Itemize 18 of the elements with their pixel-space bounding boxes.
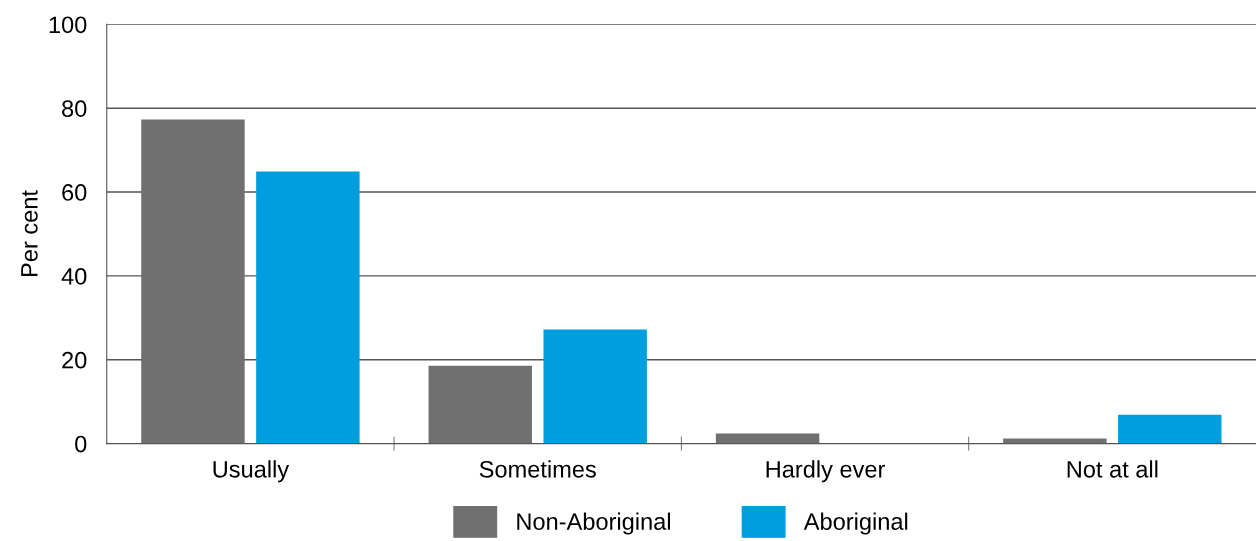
- y-tick-label: 20: [62, 351, 87, 369]
- bar: [141, 119, 245, 444]
- x-tick-label: Usually: [213, 460, 290, 483]
- x-tick-label: Not at all: [1067, 460, 1158, 478]
- bar: [543, 329, 647, 444]
- y-tick-label: 0: [75, 435, 87, 453]
- y-axis-title: Per cent: [21, 190, 38, 277]
- x-tick-label: Hardly ever: [766, 460, 886, 483]
- bar: [1118, 414, 1222, 444]
- bar: [428, 365, 532, 444]
- y-tick-label: 100: [49, 16, 87, 34]
- y-tick-label: 80: [62, 100, 87, 117]
- y-tick-label: 60: [62, 184, 87, 201]
- x-tick-label: Sometimes: [479, 460, 596, 478]
- legend-label: Non-Aboriginal: [517, 512, 670, 535]
- bar: [256, 171, 360, 444]
- legend-label: Aboriginal: [803, 512, 908, 535]
- y-tick-label: 40: [61, 267, 87, 285]
